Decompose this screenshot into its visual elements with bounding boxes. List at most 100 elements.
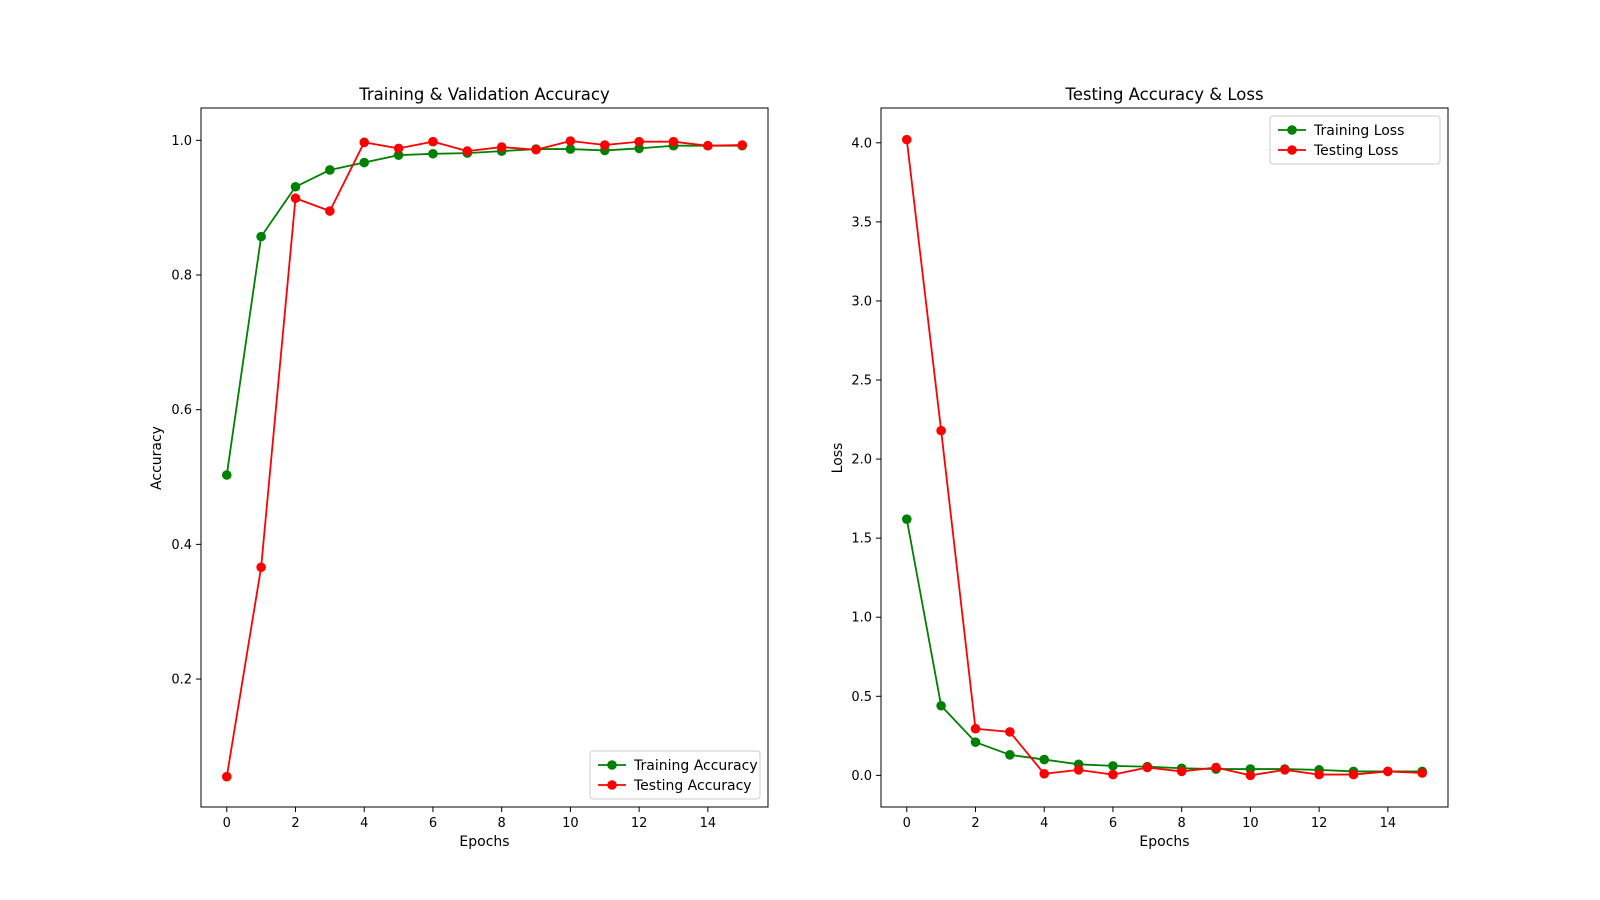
loss-xtick-label: 14 <box>1380 816 1397 831</box>
loss-xtick-label: 4 <box>1040 816 1048 831</box>
training-accuracy-point <box>428 148 438 159</box>
testing-loss-point <box>901 134 912 145</box>
testing-accuracy-point <box>634 136 644 147</box>
accuracy-xtick-label: 14 <box>700 816 717 831</box>
training-loss-point <box>1039 754 1050 765</box>
loss-ytick-label: 3.0 <box>851 294 872 309</box>
loss-plot-frame <box>880 107 1449 808</box>
training-loss-point <box>1108 761 1118 771</box>
accuracy-xtick-label: 4 <box>360 816 368 831</box>
accuracy-ytick-label: 0.8 <box>171 269 192 284</box>
testing-accuracy-point <box>221 771 232 782</box>
training-accuracy-point <box>221 470 232 480</box>
loss-ytick-label: 0.5 <box>851 690 872 705</box>
accuracy-legend-box <box>589 750 761 800</box>
testing-loss-point <box>1314 769 1324 780</box>
training-accuracy-point <box>393 150 404 160</box>
loss-xtick-label: 8 <box>1178 816 1186 831</box>
accuracy-ytick-label: 0.4 <box>171 538 192 553</box>
loss-plot-title: Testing Accuracy & Loss <box>1064 85 1263 104</box>
loss-xtick-label: 10 <box>1242 816 1259 831</box>
training-loss-legend-label: Training Loss <box>1313 123 1404 139</box>
testing-accuracy-point <box>256 562 266 573</box>
testing-accuracy-point <box>703 140 713 151</box>
testing-accuracy-point <box>531 144 541 155</box>
testing-loss-point <box>1005 727 1015 737</box>
loss-ytick-label: 1.5 <box>851 532 872 547</box>
testing-loss-point <box>1245 770 1256 781</box>
testing-accuracy-point <box>393 143 404 154</box>
accuracy-plot-frame <box>200 107 769 808</box>
accuracy-xtick-label: 6 <box>429 816 437 831</box>
testing-accuracy-line <box>225 140 743 777</box>
training-accuracy-line <box>225 144 743 476</box>
accuracy-ytick-label: 1.0 <box>171 134 192 149</box>
accuracy-xtick-label: 0 <box>223 816 231 831</box>
testing-loss-point <box>1108 769 1118 780</box>
testing-loss-point <box>1383 766 1393 777</box>
loss-xtick-label: 12 <box>1311 816 1328 831</box>
testing-accuracy-point <box>496 142 507 152</box>
training-accuracy-point <box>359 157 370 168</box>
training-loss-point <box>901 514 912 524</box>
loss-ytick-label: 2.0 <box>851 453 872 468</box>
loss-ytick-label: 4.0 <box>851 136 872 151</box>
training-accuracy-legend-marker <box>607 760 617 770</box>
testing-loss-point <box>1073 765 1084 775</box>
testing-loss-point <box>970 723 981 734</box>
accuracy-ytick-label: 0.2 <box>171 673 192 688</box>
loss-ytick-label: 1.0 <box>851 611 872 626</box>
accuracy-plot-ylabel: Accuracy <box>149 426 165 490</box>
testing-loss-legend-marker <box>1287 145 1297 155</box>
loss-ytick-label: 3.5 <box>851 215 872 230</box>
accuracy-xtick-label: 8 <box>498 816 506 831</box>
loss-xtick-label: 0 <box>903 816 911 831</box>
training-accuracy-point <box>325 165 335 175</box>
loss-ytick-label: 2.5 <box>851 374 872 389</box>
testing-loss-point <box>1176 766 1187 777</box>
testing-accuracy-legend-marker <box>607 780 617 790</box>
loss-xtick-label: 2 <box>971 816 979 831</box>
testing-loss-point <box>1279 765 1290 775</box>
loss-legend-box <box>1269 115 1441 165</box>
training-accuracy-point <box>565 144 576 154</box>
testing-accuracy-point <box>428 136 438 147</box>
testing-loss-point <box>1039 768 1050 779</box>
testing-accuracy-point <box>290 193 301 204</box>
testing-loss-point <box>1417 768 1428 778</box>
testing-accuracy-legend-label: Testing Accuracy <box>633 778 752 794</box>
loss-xtick-label: 6 <box>1109 816 1117 831</box>
testing-accuracy-point <box>599 140 610 150</box>
loss-ytick-label: 0.0 <box>851 769 872 784</box>
accuracy-xtick-label: 12 <box>631 816 648 831</box>
testing-loss-line <box>905 139 1423 777</box>
accuracy-legend: Training Accuracy Testing Accuracy <box>589 750 761 800</box>
accuracy-plot-xlabel: Epochs <box>459 834 509 850</box>
training-loss-line <box>905 519 1423 773</box>
loss-plot-xlabel: Epochs <box>1139 834 1189 850</box>
testing-accuracy-point <box>737 140 748 150</box>
testing-accuracy-point <box>462 146 473 156</box>
training-loss-legend-marker <box>1287 125 1297 135</box>
testing-accuracy-point <box>325 206 335 216</box>
testing-loss-point <box>936 425 946 436</box>
training-accuracy-point <box>290 181 301 192</box>
training-loss-point <box>1005 750 1015 760</box>
training-accuracy-point <box>256 231 266 242</box>
testing-loss-legend-label: Testing Loss <box>1313 143 1398 159</box>
testing-accuracy-point <box>668 136 679 147</box>
loss-plot: Testing Accuracy & Loss Epochs Loss 0 2 4 6… <box>830 85 1449 850</box>
testing-loss-point <box>1211 762 1221 773</box>
testing-accuracy-point <box>565 136 576 146</box>
accuracy-xtick-label: 2 <box>291 816 299 831</box>
loss-plot-ylabel: Loss <box>830 443 846 474</box>
testing-loss-point <box>1142 762 1153 773</box>
accuracy-plot: Training & Validation Accuracy Epochs Ac… <box>149 85 769 850</box>
accuracy-plot-title: Training & Validation Accuracy <box>358 85 610 104</box>
training-loss-point <box>936 700 946 711</box>
accuracy-xtick-label: 10 <box>562 816 579 831</box>
training-accuracy-point <box>634 143 644 154</box>
testing-loss-point <box>1348 769 1359 780</box>
training-loss-point <box>970 737 981 747</box>
